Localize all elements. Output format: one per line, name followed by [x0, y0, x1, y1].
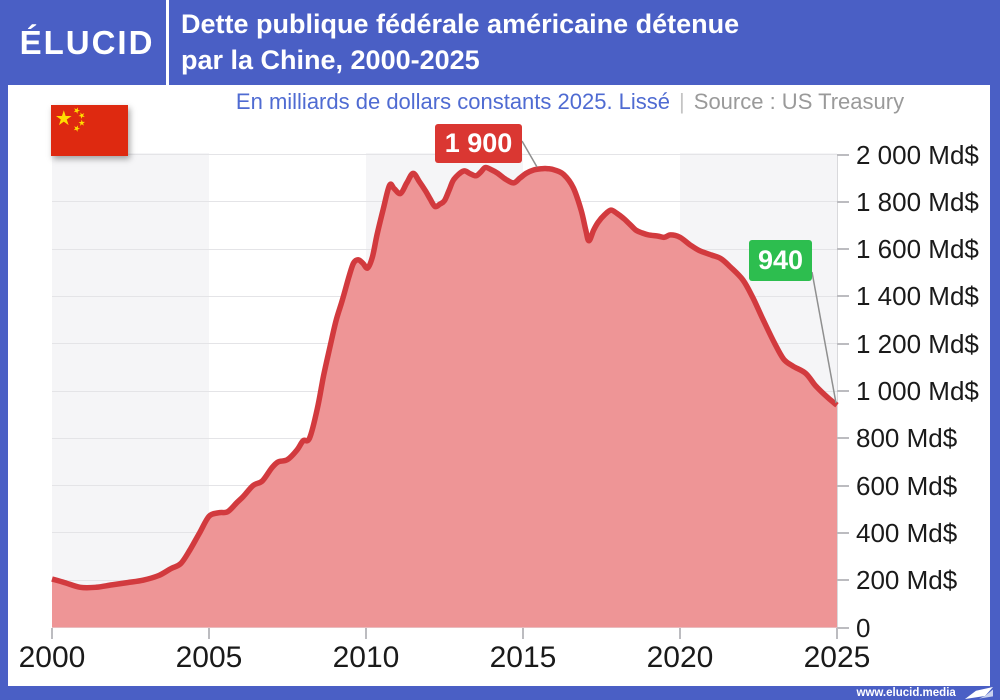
x-axis-label: 2010: [332, 641, 400, 674]
flag-small-star: [73, 107, 81, 114]
y-axis-label: 600 Md$: [856, 470, 958, 501]
y-axis-label: 0: [856, 612, 871, 643]
right-border: [990, 0, 1000, 700]
left-border: [0, 0, 8, 700]
page-title: Dette publique fédérale américaine déten…: [181, 6, 981, 78]
y-axis-tick: [837, 295, 849, 298]
x-axis-tick: [208, 628, 210, 639]
flag-small-star: [73, 125, 81, 132]
latest-value-badge: 940: [749, 240, 812, 281]
x-axis-label: 2000: [18, 641, 86, 674]
subtitle-separator: |: [679, 89, 685, 114]
y-axis-label: 800 Md$: [856, 423, 958, 454]
elucid-logo: ÉLUCID: [19, 23, 155, 61]
y-axis-tick: [837, 579, 849, 582]
y-axis-label: 200 Md$: [856, 565, 958, 596]
gridline: [52, 579, 837, 581]
gridline: [52, 485, 837, 487]
china-flag-icon: [51, 105, 128, 156]
x-axis-tick: [522, 628, 524, 639]
gridline: [52, 437, 837, 439]
title-line-2: par la Chine, 2000-2025: [181, 45, 480, 75]
y-axis-label: 1 200 Md$: [856, 328, 979, 359]
chart-subtitle: En milliards de dollars constants 2025. …: [170, 87, 970, 117]
flag-small-star: [78, 119, 85, 126]
y-axis-label: 1 000 Md$: [856, 376, 979, 406]
y-axis-label: 2 000 Md$: [856, 139, 979, 170]
gridline: [52, 248, 837, 250]
x-axis-label: 2020: [646, 641, 714, 674]
y-axis-tick: [837, 484, 849, 487]
x-axis-tick: [365, 628, 367, 639]
y-axis-label: 1 600 Md$: [856, 234, 979, 265]
y-axis-tick: [837, 342, 849, 345]
subtitle-unit-note: En milliards de dollars constants 2025. …: [235, 89, 671, 114]
website-link[interactable]: www.elucid.media: [856, 687, 956, 699]
gridline: [52, 295, 837, 297]
gridline: [52, 201, 837, 203]
flag-field: [51, 105, 128, 156]
logo-divider: [166, 0, 169, 85]
x-axis-label: 2025: [803, 641, 871, 674]
y-axis-tick: [837, 200, 849, 203]
y-axis-tick: [837, 390, 849, 392]
y-axis-label: 1 800 Md$: [856, 186, 979, 217]
elucid-flag-icon: [965, 687, 993, 699]
y-axis-label: 400 Md$: [856, 517, 958, 548]
x-axis-tick: [51, 628, 53, 639]
peak-value-badge: 1 900: [435, 124, 522, 163]
subtitle-source: Source : US Treasury: [693, 89, 905, 114]
y-axis-label: 1 400 Md$: [856, 281, 979, 312]
title-line-1: Dette publique fédérale américaine déten…: [181, 9, 740, 39]
y-axis-tick: [837, 248, 849, 251]
gridline: [52, 343, 837, 345]
y-axis-tick: [837, 437, 849, 440]
flag-small-star: [78, 112, 85, 119]
x-axis-label: 2015: [489, 641, 557, 674]
y-axis-tick: [837, 531, 849, 534]
gridline: [52, 390, 837, 392]
y-axis-tick: [837, 153, 849, 156]
x-axis-label: 2005: [175, 641, 243, 674]
gridline: [52, 627, 837, 628]
x-axis-tick: [836, 628, 838, 639]
flag-large-star: [56, 110, 72, 126]
x-axis-tick: [679, 628, 681, 639]
gridline: [52, 532, 837, 534]
y-axis-tick: [837, 626, 849, 629]
footer-bar: www.elucid.media: [0, 686, 1000, 700]
